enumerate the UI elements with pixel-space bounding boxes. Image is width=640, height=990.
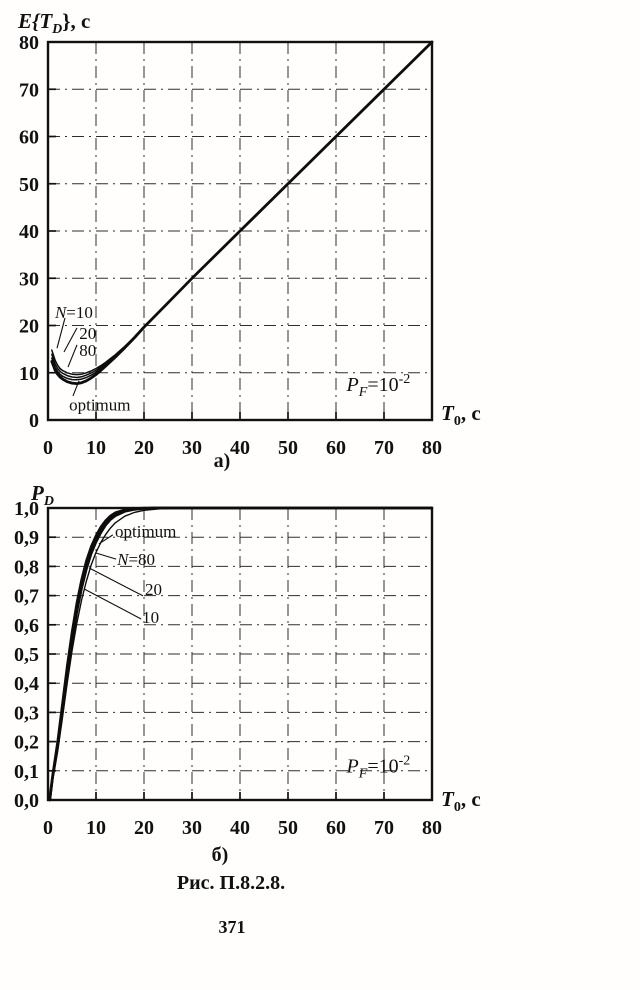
curve-label: 20 (145, 580, 162, 599)
y-tick-label: 60 (19, 127, 39, 149)
x-tick-label: 30 (182, 817, 202, 839)
chart-b-y-axis-title: PD (30, 481, 54, 509)
y-axis-title-var: P (30, 481, 44, 505)
y-tick-label: 0,2 (14, 732, 39, 754)
y-tick-label: 80 (19, 32, 39, 54)
x-tick-label: 20 (134, 437, 154, 459)
x-axis-title-var: T (441, 401, 455, 425)
x-tick-label: 80 (422, 437, 442, 459)
leader-line (63, 327, 78, 353)
chart-b-x-axis-title: T0, c (441, 787, 481, 815)
curve-N=20 (51, 41, 433, 379)
y-axis-title-subscript: D (51, 22, 62, 37)
leader-line (83, 588, 142, 620)
y-tick-label: 1,0 (14, 498, 39, 520)
curve-label: optimum (115, 522, 176, 541)
y-tick-label: 0,5 (14, 644, 39, 666)
leader-line (95, 552, 117, 560)
y-tick-label: 30 (19, 268, 39, 290)
y-axis-title-subscript: D (43, 494, 54, 509)
figure-caption: Рис. П.8.2.8. (176, 872, 286, 894)
y-tick-label: 0,6 (14, 615, 39, 637)
curve-label: 10 (142, 608, 159, 627)
y-tick-label: 70 (19, 79, 39, 101)
chart-a: 0 10 20 30 40 50 60 70 80 0 10 20 30 40 50 60 70 80 N=10 20… (17, 9, 481, 459)
x-tick-label: 30 (182, 437, 202, 459)
x-tick-label: 20 (134, 817, 154, 839)
curve-label: N=10 (54, 303, 93, 322)
x-tick-label: 10 (86, 437, 106, 459)
curve-label: 80 (79, 341, 96, 360)
x-tick-label: 10 (86, 817, 106, 839)
page-number: 371 (218, 917, 246, 937)
y-tick-label: 0,1 (14, 761, 39, 783)
y-tick-label: 40 (19, 221, 39, 243)
x-tick-label: 60 (326, 817, 346, 839)
x-tick-label: 50 (278, 817, 298, 839)
y-tick-label: 20 (19, 316, 39, 338)
y-axis-title-unit: }, c (62, 9, 90, 33)
plot-frame (46, 40, 434, 422)
y-tick-label: 0,0 (14, 790, 39, 812)
leader-line (67, 344, 78, 368)
x-axis-title-subscript: 0 (454, 414, 461, 429)
curve-N=80 (51, 41, 433, 381)
curve-label: 20 (79, 324, 96, 343)
curve-N=80 (48, 506, 434, 802)
chart-a-plot: 0 10 20 30 40 50 60 70 80 0 10 20 30 40 50 60 70 80 N=10 20… (19, 32, 442, 459)
curve-label: optimum (69, 395, 130, 414)
pf-annotation: PF=10-2 (346, 754, 411, 782)
x-tick-label: 40 (230, 437, 250, 459)
x-tick-label: 0 (43, 437, 53, 459)
panel-b-caption: б) (211, 844, 229, 866)
y-tick-label: 50 (19, 174, 39, 196)
y-tick-label: 0,7 (14, 586, 39, 608)
curve-label: N=80 (116, 550, 155, 569)
y-tick-label: 0,8 (14, 556, 39, 578)
curve-optimum (50, 40, 434, 386)
y-axis-title-var: E{T (17, 9, 53, 33)
chart-a-x-axis-title: T0, c (441, 401, 481, 429)
y-tick-label: 10 (19, 363, 39, 385)
y-tick-label: 0,3 (14, 702, 39, 724)
chart-b: 0 10 20 30 40 50 60 70 80 0,0 0,1 0,2 0,3 0,4 0,5 0,6 0,… (14, 481, 481, 839)
x-tick-label: 0 (43, 817, 53, 839)
x-tick-label: 60 (326, 437, 346, 459)
x-axis-title-unit: , c (461, 401, 481, 425)
y-tick-label: 0 (29, 410, 39, 432)
x-tick-label: 40 (230, 817, 250, 839)
y-tick-label: 0,9 (14, 527, 39, 549)
x-tick-label: 70 (374, 437, 394, 459)
panel-a-caption: а) (213, 450, 231, 472)
leader-line (88, 567, 144, 597)
chart-a-y-axis-title: E{TD}, c (17, 9, 90, 37)
pf-annotation: PF=10-2 (346, 372, 411, 400)
chart-b-plot: 0 10 20 30 40 50 60 70 80 0,0 0,1 0,2 0,3 0,4 0,5 0,6 0,… (14, 498, 442, 839)
x-tick-label: 80 (422, 817, 442, 839)
y-tick-label: 0,4 (14, 673, 39, 695)
x-axis-title-var: T (441, 787, 455, 811)
x-tick-label: 70 (374, 817, 394, 839)
curve-N=10 (51, 41, 433, 376)
x-axis-title-unit: , c (461, 787, 481, 811)
curve-optimum (49, 507, 433, 801)
x-tick-label: 50 (278, 437, 298, 459)
leader-line (56, 317, 66, 349)
x-axis-title-subscript: 0 (454, 800, 461, 815)
